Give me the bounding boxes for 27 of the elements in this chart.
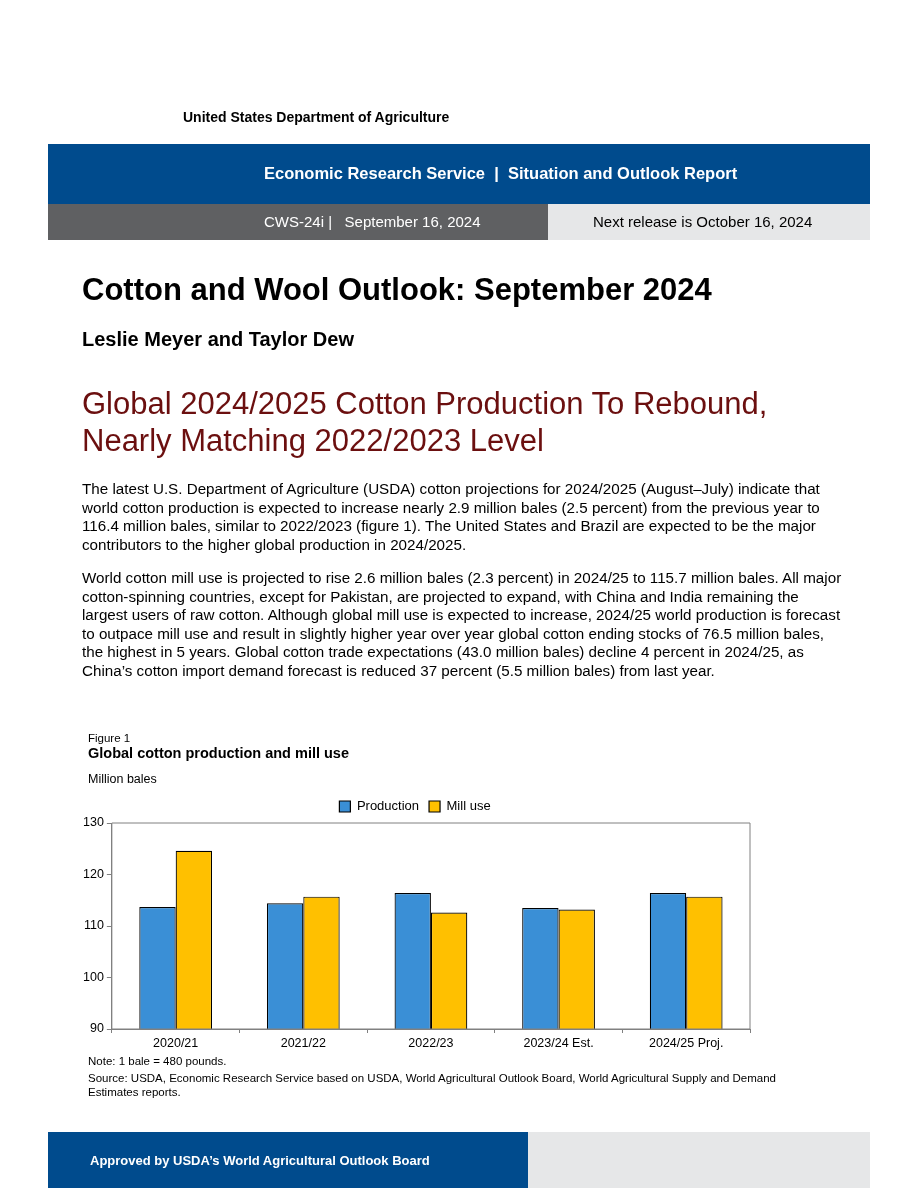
x-tick-label: 2022/23: [408, 1035, 454, 1050]
text: United States Department of Agriculture: [183, 109, 450, 125]
y-tick-label: 100: [83, 969, 104, 984]
chart-title: Global cotton production and mill use: [88, 745, 349, 761]
legend-label: Mill use: [446, 798, 491, 814]
text: CWS-24i | September 16, 2024: [264, 213, 481, 230]
text: Economic Research Service | Situation and Outlook Report: [264, 164, 738, 183]
x-tick-label: 2024/25 Proj.: [649, 1035, 724, 1050]
y-tick-label: 110: [83, 918, 104, 933]
y-tick-label: 120: [83, 866, 104, 881]
y-axis-title: Million bales: [88, 772, 157, 786]
text: Approved by USDA’s World Agricultural Outlook Board: [90, 1153, 430, 1168]
y-tick-label: 90: [89, 1021, 104, 1036]
text: Leslie Meyer and Taylor Dew: [82, 328, 354, 351]
source-note: Source: USDA, Economic Research Service based on USDA, World Agricultural Outlook Board, World Agricultural Supply and Demand Estimates reports.: [88, 1071, 777, 1099]
text: World cotton mill use is projected to rise 2.6 million bales (2.3 percent) in 2024/25 to 115.7 million bales. All major cotton-spinning countries, except for Pakistan, are projected to expand, with China and India remaining the largest users of raw cotton. Although global mill use is expected to increase, 2024/25 world production is forecast to outpace mill use and result in slightly higher year over year global cotton ending stocks of 76.5 million bales, the highest in 5 years. Global cotton trade expectations (43.0 million bales) decline 4 percent in 2024/25, as China’s cotton import demand forecast is reduced 37 percent (5.5 million bales) from last year.: [82, 569, 842, 680]
caption: Figure 1: [88, 732, 131, 744]
text: Next release is October 16, 2024: [593, 213, 813, 230]
text: The latest U.S. Department of Agriculture (USDA) cotton projections for 2024/2025 (August–July) indicate that world cotton production is expected to increase nearly 2.9 million bales (2.5 percent) from the previous year to 116.4 million bales, similar to 2022/2023 (figure 1). The United States and Brazil are expected to be the major contributors to the higher global production in 2024/2025.: [82, 480, 821, 554]
x-tick-label: 2021/22: [280, 1035, 326, 1050]
x-tick-label: 2023/24 Est.: [523, 1035, 594, 1050]
legend-label: Production: [356, 798, 420, 814]
y-tick-label: 130: [83, 815, 104, 830]
text: Note: 1 bale = 480 pounds.: [88, 1055, 227, 1067]
x-tick-label: 2020/21: [153, 1035, 199, 1050]
text: Global 2024/2025 Cotton Production To Rebound, Nearly Matching 2022/2023 Level: [82, 385, 769, 459]
text: Cotton and Wool Outlook: September 2024: [82, 272, 712, 308]
